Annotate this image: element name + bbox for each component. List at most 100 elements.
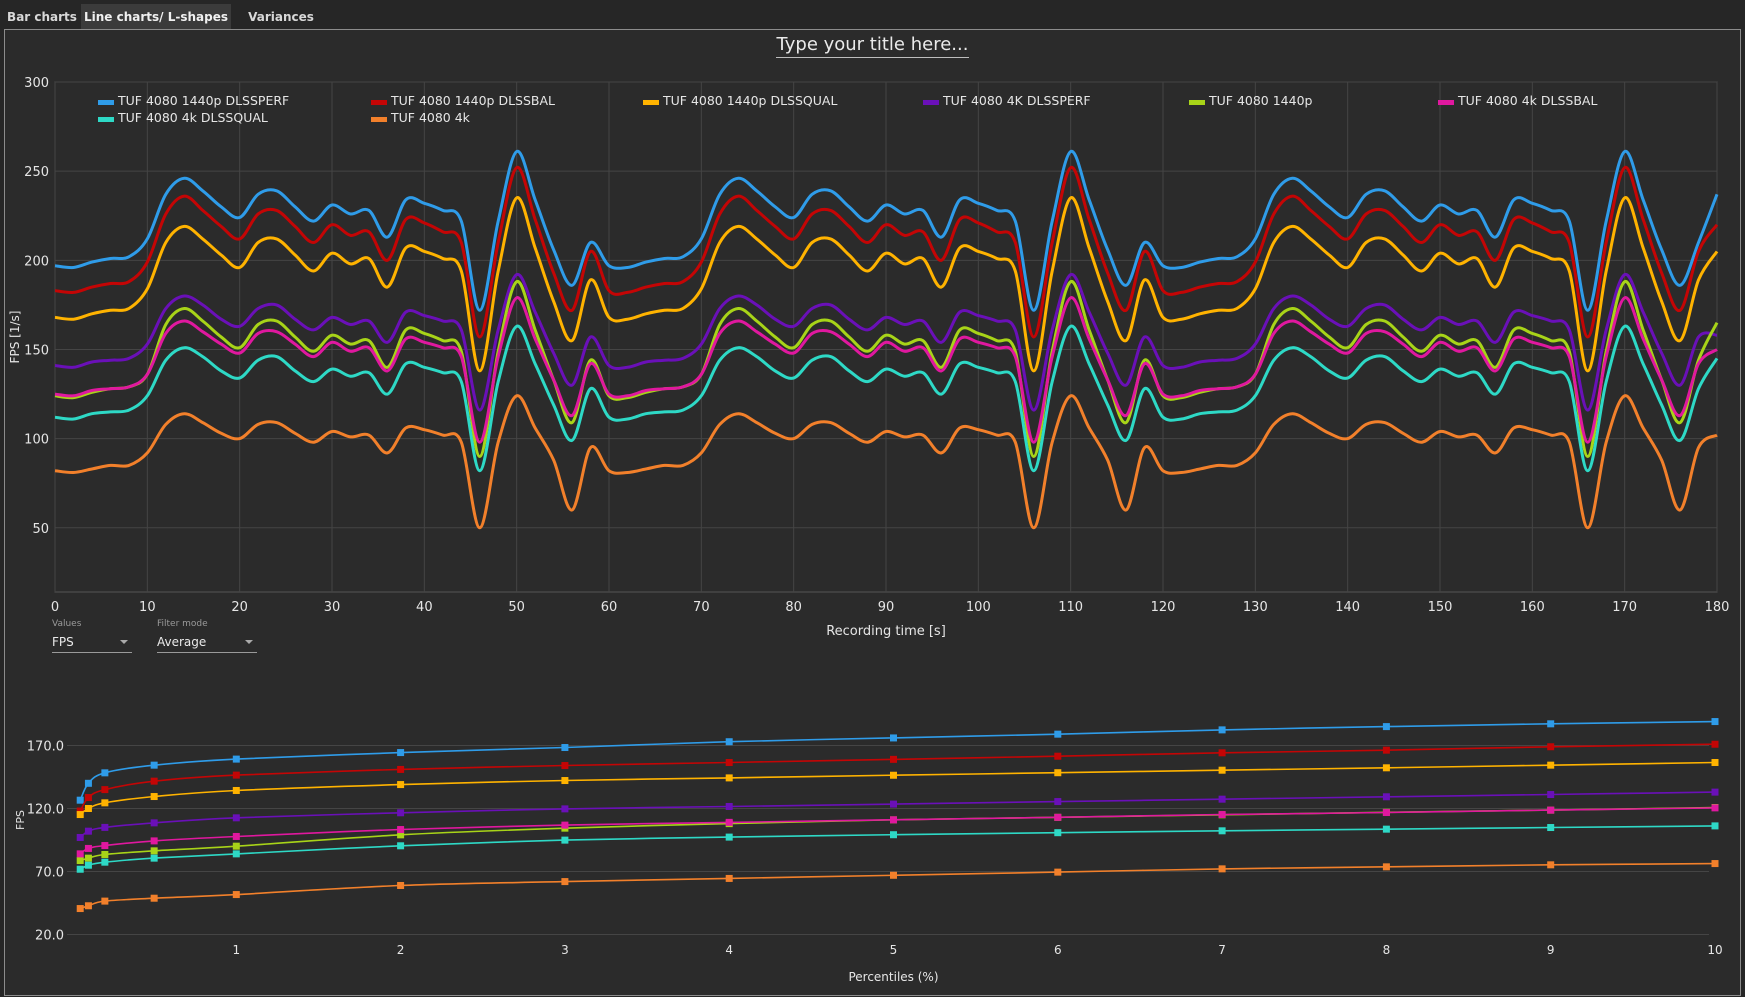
percentile-marker <box>397 809 405 817</box>
percentile-marker <box>1711 759 1719 767</box>
legend-label: TUF 4080 4K DLSSPERF <box>942 93 1091 108</box>
percentile-marker <box>76 905 84 913</box>
percentile-marker <box>1547 806 1555 814</box>
percentile-marker <box>1711 860 1719 868</box>
percentile-marker <box>84 854 92 862</box>
percentile-marker <box>561 878 569 886</box>
tab-bar: Bar charts Line charts/ L-shapes Varianc… <box>0 0 1745 30</box>
x-tick-label: 10 <box>139 600 156 615</box>
percentile-marker <box>101 842 109 850</box>
percentile-marker <box>150 837 158 845</box>
percentile-marker <box>1054 752 1062 760</box>
percentile-marker <box>232 814 240 822</box>
legend-swatch <box>643 100 659 105</box>
series-line-3 <box>54 196 1719 373</box>
percentile-marker <box>1382 863 1390 871</box>
y-tick-label: 170.0 <box>27 740 64 755</box>
y-tick-label: 20.0 <box>35 929 64 944</box>
percentile-marker <box>1218 749 1226 757</box>
percentile-line-1 <box>79 720 1716 801</box>
percentile-marker <box>1547 720 1555 728</box>
percentile-marker <box>84 779 92 787</box>
x-axis-title: Percentiles (%) <box>848 970 938 984</box>
percentile-marker <box>397 781 405 789</box>
x-tick-label: 30 <box>324 600 341 615</box>
percentile-marker <box>1382 825 1390 833</box>
values-selected: FPS <box>52 635 74 649</box>
percentile-marker <box>150 819 158 827</box>
x-tick-label: 60 <box>601 600 618 615</box>
percentile-marker <box>76 865 84 873</box>
percentile-marker <box>1547 743 1555 751</box>
tab-bar-charts[interactable]: Bar charts <box>7 10 77 24</box>
percentile-marker <box>1382 723 1390 731</box>
percentile-marker <box>1547 791 1555 799</box>
percentile-marker <box>1711 740 1719 748</box>
x-tick-label: 1 <box>232 943 240 957</box>
x-tick-label: 9 <box>1547 943 1555 957</box>
x-tick-label: 6 <box>1054 943 1062 957</box>
percentile-marker <box>232 771 240 779</box>
filter-mode-dropdown[interactable]: Average <box>157 632 257 653</box>
percentile-marker <box>150 894 158 902</box>
percentile-marker <box>76 796 84 804</box>
x-tick-label: 170 <box>1612 600 1637 615</box>
percentile-marker <box>397 881 405 889</box>
y-tick-label: 300 <box>24 76 49 91</box>
percentile-marker <box>890 871 897 879</box>
percentile-marker <box>1382 746 1390 754</box>
y-tick-label: 70.0 <box>35 866 64 881</box>
tab-line-charts[interactable]: Line charts/ L-shapes <box>81 4 231 30</box>
legend-label: TUF 4080 1440p DLSSBAL <box>390 93 555 108</box>
percentile-marker <box>1054 769 1062 777</box>
x-tick-label: 110 <box>1058 600 1083 615</box>
y-axis-title: FPS <box>14 810 27 830</box>
series-line-1 <box>54 149 1719 312</box>
legend-swatch <box>98 100 114 105</box>
tab-variances[interactable]: Variances <box>248 10 314 24</box>
percentile-marker <box>1218 766 1226 774</box>
x-tick-label: 20 <box>231 600 248 615</box>
percentile-marker <box>84 805 92 812</box>
percentile-marker <box>890 816 897 824</box>
x-axis-title: Recording time [s] <box>826 624 946 639</box>
percentile-line-4 <box>79 791 1716 839</box>
legend-swatch <box>923 100 939 105</box>
percentile-marker <box>561 744 569 752</box>
percentile-marker <box>1054 730 1062 738</box>
percentile-marker <box>150 847 158 855</box>
percentile-marker <box>232 755 240 763</box>
x-tick-label: 10 <box>1707 943 1722 957</box>
percentile-marker <box>232 832 240 840</box>
chart-title[interactable]: Type your title here... <box>775 34 970 58</box>
x-tick-label: 50 <box>508 600 525 615</box>
percentile-marker <box>890 771 897 779</box>
percentile-marker <box>397 749 405 757</box>
percentile-marker <box>890 734 897 742</box>
x-tick-label: 180 <box>1705 600 1730 615</box>
percentile-marker <box>725 738 733 746</box>
x-tick-label: 3 <box>561 943 569 957</box>
percentile-marker <box>84 902 92 910</box>
percentile-marker <box>397 831 405 839</box>
y-tick-label: 250 <box>24 165 49 180</box>
percentile-marker <box>561 821 569 829</box>
percentile-marker <box>232 842 240 850</box>
values-dropdown[interactable]: FPS <box>52 632 132 653</box>
x-tick-label: 0 <box>51 600 59 615</box>
percentile-marker <box>101 769 109 777</box>
filter-mode-selected: Average <box>157 635 207 649</box>
percentile-marker <box>1382 764 1390 772</box>
percentile-line-3 <box>79 761 1716 816</box>
values-label: Values <box>52 619 82 629</box>
percentile-marker <box>1547 824 1555 832</box>
percentile-marker <box>561 836 569 844</box>
percentile-marker <box>1711 822 1719 830</box>
percentile-marker <box>1054 813 1062 821</box>
percentile-marker <box>101 850 109 858</box>
percentile-marker <box>76 850 84 858</box>
percentile-marker <box>232 891 240 899</box>
percentile-marker <box>1218 865 1226 873</box>
percentile-marker <box>150 761 158 769</box>
